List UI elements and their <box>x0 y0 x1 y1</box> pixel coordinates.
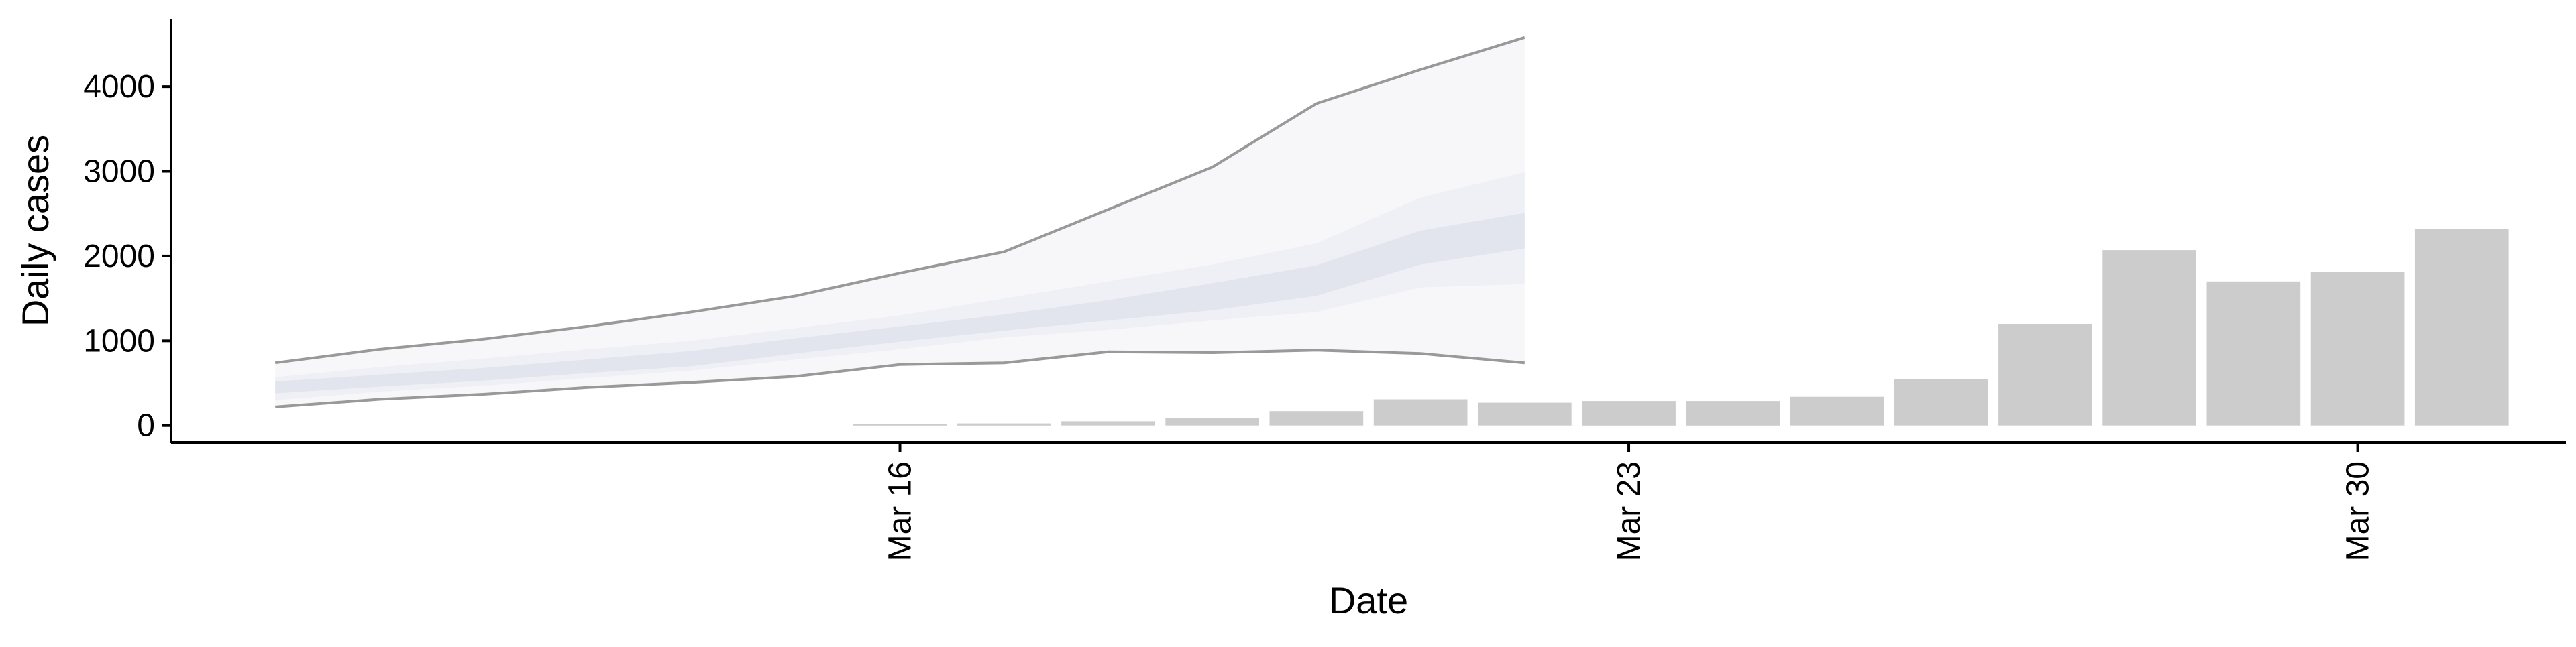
bar <box>2206 281 2301 426</box>
bar <box>1269 411 1364 426</box>
bar <box>1582 401 1676 426</box>
y-tick-label: 2000 <box>83 239 155 274</box>
bar <box>1478 402 1572 426</box>
y-tick-label: 4000 <box>83 69 155 105</box>
axes <box>170 19 2566 444</box>
x-tick-label: Mar 23 <box>1611 461 1647 561</box>
forecast-bands <box>274 36 1525 408</box>
y-axis-title: Daily cases <box>14 135 56 327</box>
bar <box>957 423 1051 426</box>
x-tick-label: Mar 16 <box>883 461 918 561</box>
bar <box>1790 396 1884 426</box>
bar <box>1373 399 1468 426</box>
y-tick-label: 0 <box>137 408 155 444</box>
bar <box>1894 379 1988 426</box>
bar <box>1998 324 2092 426</box>
bar <box>853 424 947 426</box>
bar <box>1165 418 1259 426</box>
bar <box>2102 250 2196 426</box>
forecast-lower-line <box>275 349 1525 408</box>
y-ticks: 0 1000 2000 3000 4000 <box>83 69 171 444</box>
forecast-upper-line <box>274 36 1525 365</box>
bar <box>1061 421 1155 426</box>
forecast-band-20 <box>275 213 1525 394</box>
bars <box>853 229 2509 426</box>
x-ticks: Mar 16 Mar 23 Mar 30 <box>883 443 2376 561</box>
x-tick-label: Mar 30 <box>2341 461 2376 561</box>
y-tick-label: 3000 <box>83 154 155 190</box>
y-tick-label: 1000 <box>83 323 155 359</box>
x-axis-title: Date <box>1329 579 1408 622</box>
bar <box>2310 272 2405 426</box>
bar <box>2414 229 2509 426</box>
bar <box>1686 401 1780 426</box>
